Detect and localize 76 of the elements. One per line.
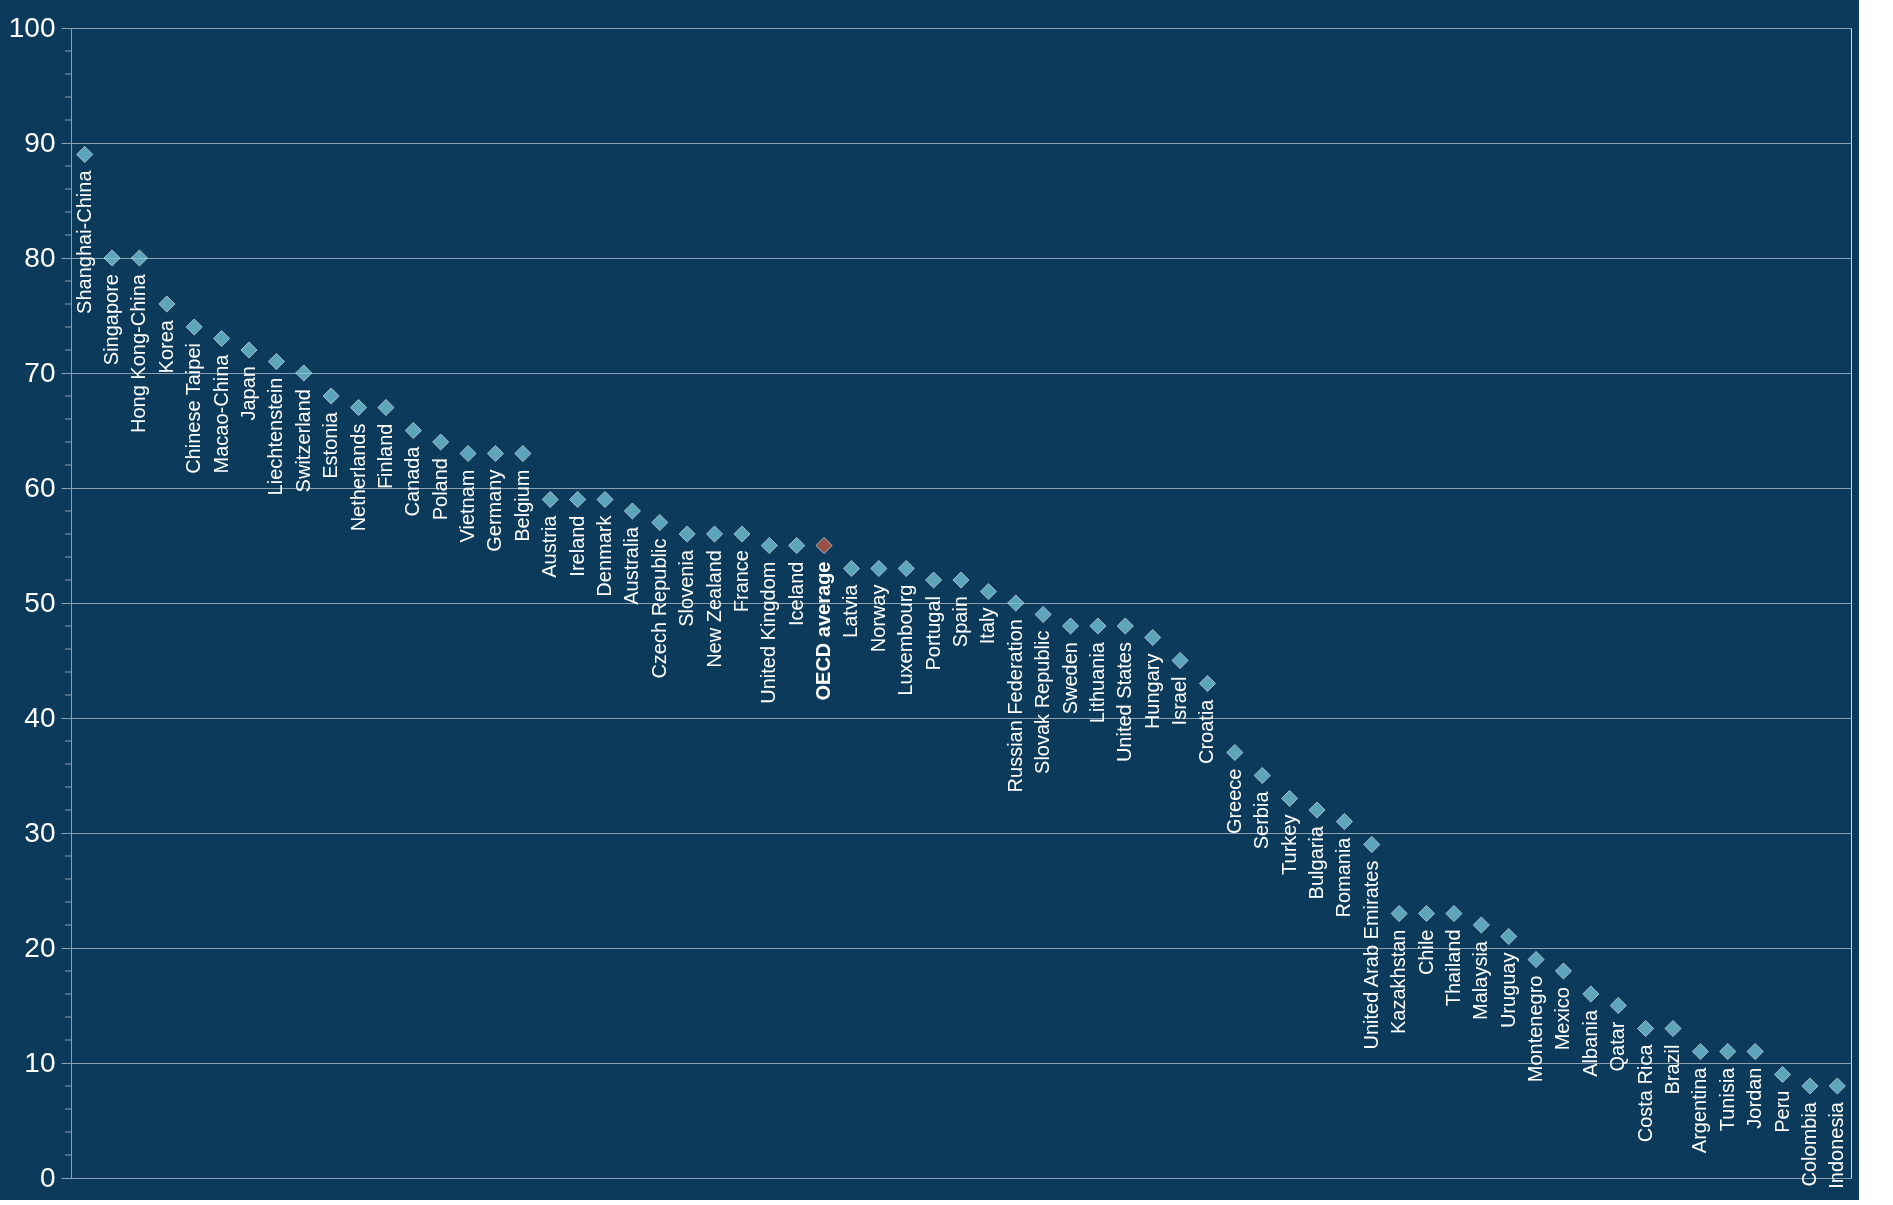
x-tick-label: OECD average — [812, 561, 835, 701]
x-tick-label: Costa Rica — [1633, 1043, 1656, 1143]
x-tick-label: Czech Republic — [647, 538, 670, 679]
x-tick-label: Vietnam — [456, 469, 479, 543]
x-tick-label: Portugal — [921, 596, 944, 671]
y-tick-label: 70 — [24, 356, 56, 388]
x-tick-label: Canada — [401, 445, 424, 517]
x-tick-label: Latvia — [839, 583, 862, 638]
y-tick-label: 50 — [24, 586, 56, 618]
x-tick-label: Spain — [949, 596, 971, 648]
x-tick-label: Indonesia — [1825, 1101, 1848, 1189]
y-tick-label: 100 — [8, 11, 56, 43]
x-tick-label: Korea — [154, 319, 177, 374]
x-tick-label: Kazakhstan — [1387, 929, 1410, 1035]
x-tick-label: Uruguay — [1496, 952, 1519, 1029]
x-tick-label: Poland — [428, 458, 451, 521]
x-tick-label: Brazil — [1661, 1044, 1683, 1095]
x-tick-label: Jordan — [1743, 1067, 1766, 1129]
x-tick-label: Albania — [1578, 1009, 1601, 1077]
x-tick-label: Netherlands — [346, 423, 369, 532]
x-tick-label: Romania — [1332, 836, 1355, 918]
y-tick-label: 90 — [24, 126, 56, 158]
y-tick-label: 20 — [24, 931, 56, 963]
x-tick-label: Australia — [620, 526, 643, 605]
x-tick-label: United States — [1113, 642, 1136, 763]
x-tick-label: Shanghai-China — [72, 169, 95, 314]
y-tick-label: 10 — [24, 1046, 56, 1078]
x-tick-label: Qatar — [1606, 1021, 1629, 1072]
x-tick-label: Chinese Taipei — [182, 343, 205, 474]
x-tick-label: France — [729, 550, 752, 613]
x-tick-label: Montenegro — [1524, 975, 1547, 1083]
x-tick-label: Slovak Republic — [1031, 630, 1054, 774]
x-tick-label: Belgium — [510, 469, 533, 542]
x-tick-label: Malaysia — [1469, 940, 1492, 1020]
x-tick-label: Liechtenstein — [264, 377, 287, 496]
x-tick-label: Finland — [373, 423, 396, 490]
x-tick-label: Israel — [1168, 676, 1191, 726]
y-tick-label: 80 — [24, 241, 56, 273]
x-tick-label: Greece — [1222, 768, 1245, 835]
x-tick-label: Hungary — [1140, 653, 1163, 730]
x-tick-label: Mexico — [1551, 987, 1574, 1051]
x-tick-label: Japan — [237, 366, 259, 421]
x-tick-label: Turkey — [1277, 814, 1300, 875]
x-tick-label: Luxembourg — [894, 584, 917, 696]
x-tick-label: New Zealand — [702, 550, 725, 668]
x-tick-label: Argentina — [1688, 1066, 1711, 1154]
x-tick-label: Bulgaria — [1305, 825, 1327, 900]
x-tick-label: Macao-China — [209, 353, 232, 474]
x-tick-label: Austria — [538, 514, 561, 578]
x-tick-label: Singapore — [100, 274, 123, 366]
y-tick-label: 40 — [24, 701, 56, 733]
x-tick-label: Denmark — [593, 514, 615, 597]
x-tick-label: Peru — [1770, 1090, 1793, 1133]
x-tick-label: Ireland — [565, 515, 588, 577]
x-tick-label: Estonia — [319, 411, 342, 479]
y-tick-label: 0 — [39, 1161, 56, 1193]
x-tick-label: Slovenia — [675, 549, 698, 627]
x-tick-label: Croatia — [1195, 698, 1218, 764]
x-tick-label: Russian Federation — [1003, 619, 1026, 793]
x-tick-label: Iceland — [784, 561, 807, 626]
x-tick-label: Thailand — [1441, 929, 1464, 1007]
x-tick-label: Italy — [976, 607, 999, 645]
x-tick-label: Norway — [866, 584, 889, 653]
x-tick-label: United Kingdom — [757, 561, 780, 704]
x-tick-label: Switzerland — [291, 389, 314, 493]
x-tick-label: Lithuania — [1085, 641, 1108, 724]
y-tick-label: 60 — [24, 471, 56, 503]
x-tick-label: Serbia — [1250, 790, 1273, 850]
x-tick-label: Hong Kong-China — [127, 273, 150, 433]
y-tick-label: 30 — [24, 816, 56, 848]
x-tick-label: Colombia — [1797, 1101, 1820, 1187]
x-tick-label: Germany — [483, 469, 506, 552]
x-tick-label: United Arab Emirates — [1359, 860, 1382, 1050]
x-tick-label: Chile — [1414, 929, 1437, 976]
x-tick-label: Tunisia — [1715, 1066, 1738, 1132]
x-tick-label: Sweden — [1058, 642, 1081, 715]
